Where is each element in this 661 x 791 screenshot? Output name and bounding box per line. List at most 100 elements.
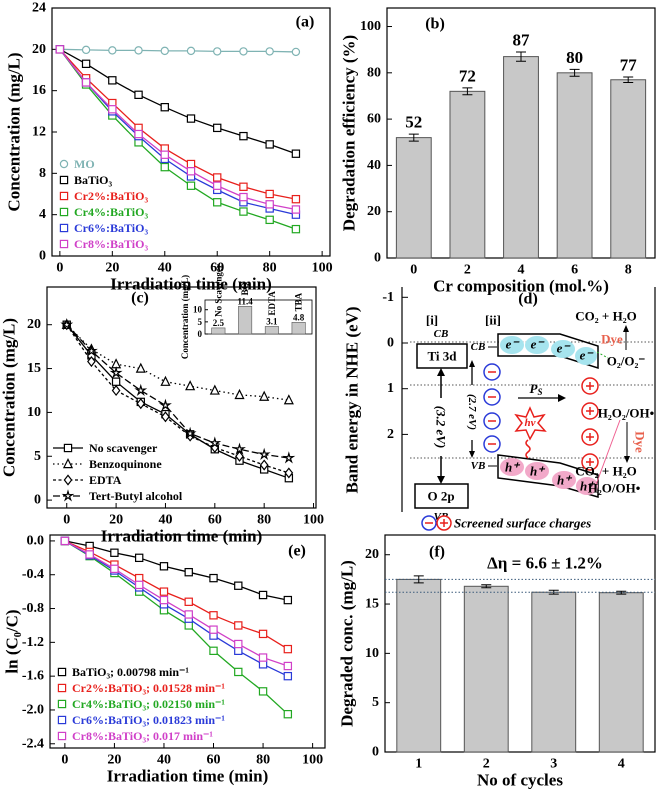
series-line bbox=[64, 540, 289, 667]
y-tick-label: 0 bbox=[372, 745, 379, 760]
y-tick-label: 40 bbox=[367, 158, 381, 173]
category-label: TBA bbox=[294, 292, 304, 311]
series-line bbox=[59, 48, 296, 53]
marker bbox=[160, 150, 169, 159]
category-label: No Scavenger bbox=[213, 264, 223, 317]
legend-marker bbox=[61, 489, 75, 502]
value-label: 77 bbox=[620, 55, 638, 74]
y-tick-label: 0 bbox=[198, 329, 203, 339]
series-line bbox=[64, 540, 288, 601]
plus bbox=[586, 433, 594, 441]
error-bar bbox=[623, 76, 634, 84]
marker bbox=[291, 205, 301, 214]
ps-sub: S bbox=[537, 387, 542, 397]
marker bbox=[257, 447, 271, 460]
x-tick-label: 100 bbox=[303, 513, 324, 528]
x-tick-label: 100 bbox=[302, 753, 323, 768]
marker bbox=[160, 162, 169, 172]
marker bbox=[283, 595, 293, 605]
redox-bottom: H₂O/OH• bbox=[588, 481, 641, 496]
marker bbox=[258, 653, 268, 662]
hole-blob bbox=[500, 458, 524, 476]
bar bbox=[503, 56, 539, 259]
marker bbox=[239, 207, 248, 216]
marker bbox=[283, 671, 293, 681]
transfer-arrow bbox=[593, 419, 621, 491]
surface-gap: (2.7 eV) bbox=[466, 394, 478, 430]
error-bar bbox=[462, 87, 473, 96]
marker bbox=[209, 384, 220, 395]
arrow-head bbox=[437, 476, 445, 484]
electron: e⁻ bbox=[506, 337, 521, 352]
marker bbox=[60, 536, 70, 546]
marker bbox=[282, 451, 296, 464]
x-tick-label: 40 bbox=[158, 261, 172, 276]
bar bbox=[395, 137, 432, 259]
legend-label: Cr8%:BaTiO₃; 0.017 min⁻¹ bbox=[72, 729, 213, 743]
series-line bbox=[64, 540, 289, 677]
y-tick-label: 20 bbox=[32, 42, 46, 57]
vb-surface-label: VB bbox=[471, 460, 486, 472]
y-tick-label: 24 bbox=[32, 1, 46, 16]
marker bbox=[283, 394, 294, 405]
positive-charges bbox=[581, 377, 599, 471]
x-tick-label: 0 bbox=[410, 263, 417, 278]
marker bbox=[265, 200, 274, 209]
marker bbox=[81, 59, 91, 69]
x-tick-label: 20 bbox=[105, 261, 119, 276]
photon-wave bbox=[525, 439, 531, 459]
arrow-head bbox=[624, 456, 630, 463]
marker bbox=[184, 567, 193, 577]
error-bar bbox=[569, 68, 580, 77]
marker bbox=[109, 366, 123, 379]
legend-marker bbox=[63, 474, 73, 486]
value-label: 87 bbox=[513, 30, 531, 49]
marker bbox=[111, 384, 121, 397]
marker bbox=[159, 587, 169, 596]
y-tick-label: 1 bbox=[387, 381, 394, 396]
y-axis-title: ln (C₀/C) bbox=[3, 609, 22, 673]
x-tick-label: 80 bbox=[263, 261, 277, 276]
legend-marker bbox=[59, 175, 69, 185]
marker bbox=[55, 45, 65, 54]
marker bbox=[258, 660, 268, 669]
marker bbox=[186, 114, 196, 123]
marker bbox=[134, 46, 143, 55]
legend-marker bbox=[57, 699, 67, 709]
marker bbox=[186, 159, 196, 169]
marker bbox=[283, 709, 293, 719]
x-tick-label: 1 bbox=[415, 757, 422, 772]
panel-label: (a) bbox=[296, 14, 315, 31]
marker bbox=[110, 548, 119, 557]
marker bbox=[161, 411, 170, 423]
marker bbox=[134, 383, 148, 396]
y-tick-label: 20 bbox=[365, 547, 379, 562]
marker bbox=[185, 430, 195, 442]
marker bbox=[186, 167, 196, 176]
marker bbox=[239, 182, 248, 191]
marker bbox=[134, 553, 144, 563]
legend-marker bbox=[59, 223, 69, 233]
series-line bbox=[59, 48, 297, 230]
marker bbox=[239, 47, 248, 56]
x-axis-title: Cr composition (mol.%) bbox=[433, 277, 609, 296]
marker bbox=[235, 450, 244, 462]
value-label: 2.5 bbox=[213, 318, 225, 328]
x-tick-label: 60 bbox=[208, 513, 222, 528]
x-tick-label: 0 bbox=[61, 753, 68, 768]
x-tick-label: 2 bbox=[483, 757, 490, 772]
plot-frame bbox=[46, 286, 317, 509]
y-tick-label: 0.0 bbox=[27, 533, 45, 548]
y-axis-title: Band energy in NHE (eV) bbox=[343, 307, 362, 494]
marker bbox=[183, 426, 197, 439]
marker bbox=[284, 467, 294, 479]
x-axis-title: No of cycles bbox=[477, 771, 563, 790]
marker bbox=[213, 181, 222, 190]
cb-label: CB bbox=[434, 328, 449, 340]
legend-label: BaTiO₃ bbox=[74, 173, 112, 187]
x-tick-label: 100 bbox=[312, 261, 333, 276]
hole: h⁺ bbox=[505, 460, 521, 475]
hole-blob bbox=[525, 462, 549, 480]
y-tick-label: 20 bbox=[367, 204, 381, 219]
product-top: CO₂ + H₂O bbox=[575, 309, 636, 324]
